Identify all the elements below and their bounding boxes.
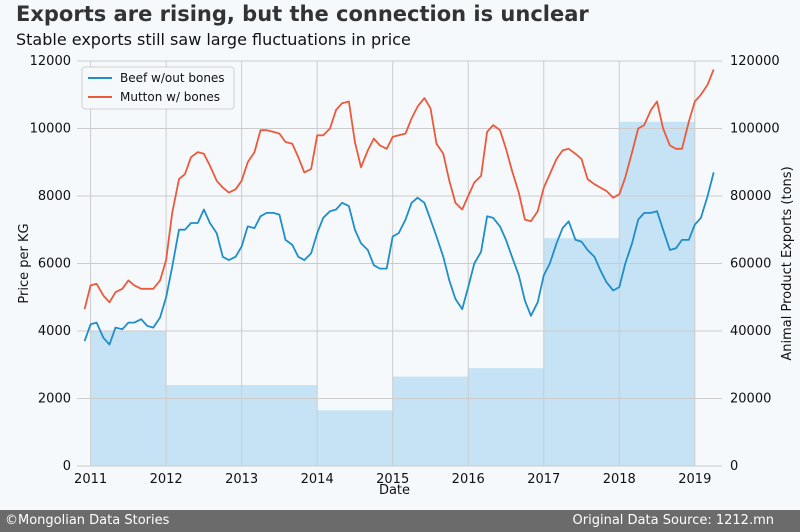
x-tick-label: 2011 (74, 472, 107, 487)
legend-label-mutton: Mutton w/ bones (120, 90, 220, 104)
y2-tick-label: 120000 (730, 54, 780, 69)
exports-bar-6 (468, 368, 544, 466)
exports-bar-8 (619, 121, 695, 466)
exports-bar-2 (166, 385, 242, 466)
axes-group: 2011 2012 2013 2014 2015 2016 2017 2018 2019 0 200… (17, 54, 795, 498)
x-axis-label: Date (379, 483, 410, 498)
legend-label-beef: Beef w/out bones (120, 71, 225, 85)
y-tick-label: 6000 (38, 257, 71, 272)
y-tick-label: 2000 (38, 392, 71, 407)
y2-tick-label: 40000 (730, 324, 771, 339)
price-series-group (83, 69, 715, 346)
x-tick-label: 2013 (225, 472, 258, 487)
y-tick-label: 10000 (30, 122, 71, 137)
footer-source: Original Data Source: 1212.mn (572, 513, 774, 528)
y-tick-label: 12000 (30, 54, 71, 69)
grid-lines (77, 60, 722, 467)
exports-bar-3 (241, 385, 318, 466)
exports-bar-5 (392, 376, 469, 466)
beef-price-line (83, 172, 715, 346)
x-tick-label: 2019 (678, 472, 711, 487)
y2-tick-label: 20000 (730, 392, 771, 407)
chart-title: Exports are rising, but the connection i… (16, 2, 589, 26)
x-tick-label: 2015 (376, 472, 409, 487)
x-tick-label: 2012 (150, 472, 183, 487)
footer-credit: ©Mongolian Data Stories (5, 513, 170, 528)
y2-axis-label: Animal Product Exports (tons) (780, 166, 795, 360)
x-tick-label: 2014 (301, 472, 334, 487)
legend: Beef w/out bones Mutton w/ bones (81, 66, 235, 110)
x-tick-label: 2018 (603, 472, 636, 487)
y2-tick-label: 100000 (730, 122, 780, 137)
legend-box (81, 66, 235, 110)
chart-subtitle: Stable exports still saw large fluctuati… (16, 30, 411, 49)
footer-bar: ©Mongolian Data Stories Original Data So… (0, 510, 800, 532)
y-tick-label: 8000 (38, 189, 71, 204)
y2-tick-label: 60000 (730, 257, 771, 272)
y2-tick-label: 0 (730, 459, 738, 474)
chart-canvas: 2011 2012 2013 2014 2015 2016 2017 2018 2019 0 200… (17, 54, 795, 498)
x-tick-label: 2017 (527, 472, 560, 487)
exports-bar-4 (317, 410, 393, 466)
mutton-price-line (83, 69, 715, 310)
y2-tick-label: 80000 (730, 189, 771, 204)
y-tick-label: 4000 (38, 324, 71, 339)
y-tick-label: 0 (63, 459, 71, 474)
x-tick-label: 2016 (452, 472, 485, 487)
exports-bar-7 (543, 238, 620, 466)
y-axis-label: Price per KG (17, 223, 32, 303)
